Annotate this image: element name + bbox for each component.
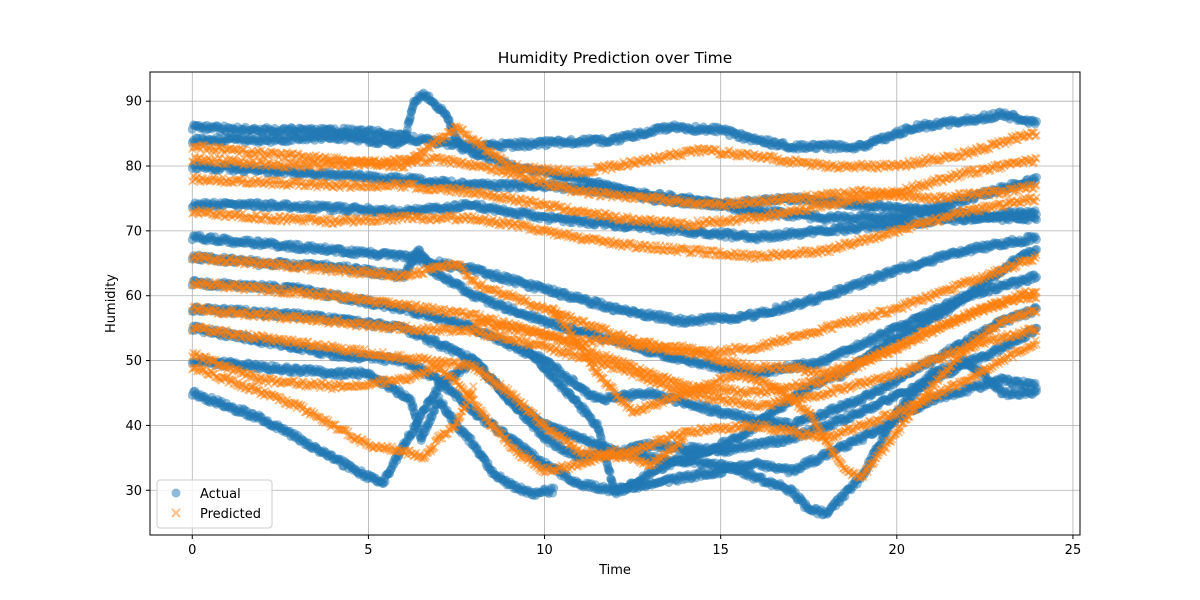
data-point [1031,235,1041,244]
data-point [1032,116,1041,126]
data-point [1032,172,1041,182]
data-point [1031,209,1041,219]
data-layer [187,88,1042,520]
data-point [1032,272,1041,282]
